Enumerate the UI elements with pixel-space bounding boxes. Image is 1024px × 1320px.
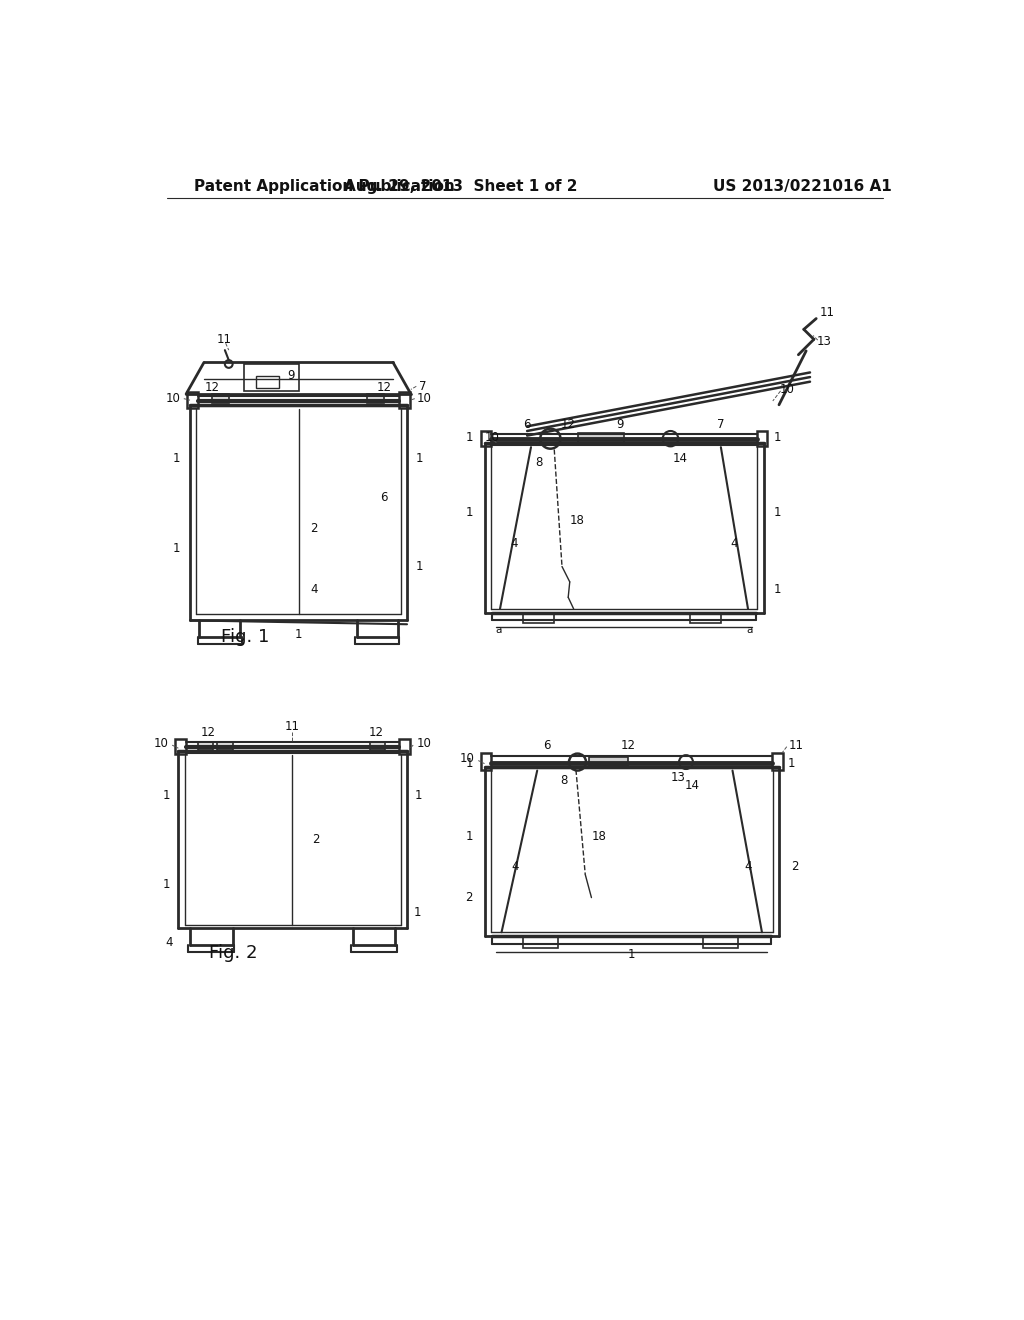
Text: 1: 1 (416, 560, 423, 573)
Bar (217, 742, 232, 750)
Text: 13: 13 (816, 335, 831, 348)
Text: 2: 2 (465, 891, 473, 904)
Bar (212, 395, 228, 404)
Bar (175, 739, 186, 755)
Text: 2: 2 (311, 833, 319, 846)
Text: 9: 9 (287, 370, 295, 381)
Text: a: a (496, 624, 502, 635)
Text: 14: 14 (673, 453, 687, 465)
Bar (523, 612, 554, 623)
Bar (578, 433, 624, 442)
Text: 9: 9 (616, 417, 624, 430)
Bar (523, 936, 558, 948)
Text: 1: 1 (162, 789, 170, 803)
Text: 11: 11 (285, 721, 300, 733)
Text: 6: 6 (543, 739, 550, 751)
Text: 12: 12 (204, 381, 219, 395)
Text: 10: 10 (417, 392, 431, 405)
Text: 4: 4 (510, 537, 518, 550)
Bar (256, 376, 280, 388)
Text: 4: 4 (512, 861, 519, 874)
Text: 12: 12 (201, 726, 215, 739)
Text: 6: 6 (380, 491, 387, 504)
Text: 1: 1 (787, 758, 796, 770)
Text: 7: 7 (717, 417, 725, 430)
Text: 4: 4 (744, 861, 752, 874)
Text: 10: 10 (154, 737, 169, 750)
Text: 10: 10 (460, 752, 475, 766)
Text: 12: 12 (376, 381, 391, 395)
Text: 1: 1 (465, 758, 473, 770)
Text: 1: 1 (172, 543, 180, 556)
Text: US 2013/0221016 A1: US 2013/0221016 A1 (713, 180, 892, 194)
Text: Aug. 29, 2013  Sheet 1 of 2: Aug. 29, 2013 Sheet 1 of 2 (344, 180, 578, 194)
Text: 1: 1 (465, 506, 473, 519)
Bar (198, 742, 213, 750)
Text: 6: 6 (523, 417, 530, 430)
Text: 12: 12 (621, 739, 635, 751)
Text: 11: 11 (217, 333, 231, 346)
Text: 10: 10 (484, 430, 500, 444)
Text: 12: 12 (561, 417, 575, 430)
Text: 1: 1 (774, 430, 781, 444)
Text: 1: 1 (774, 506, 781, 519)
Bar (367, 395, 384, 404)
Text: 12: 12 (369, 726, 384, 739)
Bar (187, 392, 198, 408)
Text: 1: 1 (774, 583, 781, 597)
Text: 13: 13 (671, 771, 686, 784)
Bar (589, 756, 628, 766)
Text: 10: 10 (417, 737, 431, 750)
Bar (757, 432, 767, 446)
Bar (480, 432, 492, 446)
Text: 2: 2 (310, 521, 317, 535)
Text: Fig. 2: Fig. 2 (209, 944, 258, 962)
Text: 14: 14 (685, 779, 699, 792)
Text: 4: 4 (165, 936, 173, 949)
Bar (245, 364, 299, 391)
Bar (703, 936, 738, 948)
Text: 1: 1 (172, 453, 180, 465)
Text: 1: 1 (414, 907, 422, 920)
Text: 10: 10 (166, 392, 180, 405)
Text: Fig. 1: Fig. 1 (221, 628, 269, 647)
Text: 8: 8 (560, 774, 567, 787)
Bar (370, 742, 385, 750)
Text: 1: 1 (415, 789, 422, 803)
Bar (399, 392, 410, 408)
Text: 2: 2 (791, 861, 799, 874)
Text: 4: 4 (730, 537, 738, 550)
Text: 1: 1 (628, 948, 636, 961)
Text: 1: 1 (465, 430, 473, 444)
Text: 10: 10 (779, 383, 795, 396)
Text: 11: 11 (819, 306, 835, 319)
Text: a: a (746, 624, 753, 635)
Bar (690, 612, 721, 623)
Bar (772, 752, 783, 770)
Text: 18: 18 (570, 513, 585, 527)
Text: Patent Application Publication: Patent Application Publication (194, 180, 455, 194)
Text: 1: 1 (162, 878, 170, 891)
Text: 7: 7 (419, 380, 426, 393)
Text: 8: 8 (536, 455, 543, 469)
Text: 1: 1 (465, 829, 473, 842)
Text: 1: 1 (416, 453, 423, 465)
Bar (399, 739, 410, 755)
Bar (480, 752, 492, 770)
Text: 18: 18 (592, 829, 606, 842)
Text: 1: 1 (295, 628, 302, 640)
Text: 4: 4 (310, 583, 317, 597)
Text: 11: 11 (788, 739, 804, 751)
